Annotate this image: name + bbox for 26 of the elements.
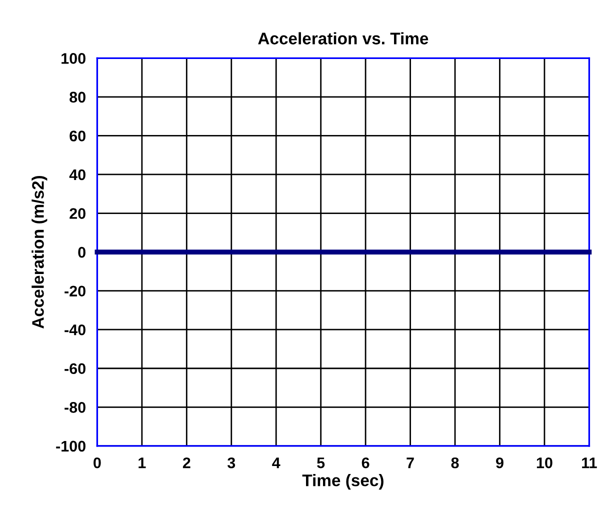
- x-tick-label: 6: [362, 457, 370, 468]
- x-tick-label: 3: [227, 457, 236, 468]
- x-tick-label: 11: [582, 458, 597, 468]
- y-tick-label: -40: [64, 324, 86, 336]
- y-tick-label: -100: [56, 440, 86, 452]
- y-tick-label: 20: [70, 208, 86, 219]
- y-tick-label: 0: [78, 246, 86, 258]
- x-tick-label: 4: [272, 458, 280, 468]
- y-tick-label: -60: [64, 363, 86, 374]
- y-tick-label: -80: [64, 402, 86, 413]
- y-tick-label: 60: [70, 130, 86, 142]
- x-tick-label: 9: [496, 457, 504, 468]
- x-tick-label: 8: [451, 457, 459, 468]
- y-tick-label: 40: [69, 169, 86, 180]
- x-axis-title: Time (sec): [302, 474, 384, 490]
- y-axis-title: Acceleration (m/s2): [32, 176, 48, 329]
- chart-title: Acceleration vs. Time: [258, 32, 428, 44]
- x-tick-label: 7: [406, 458, 414, 468]
- x-tick-label: 0: [94, 457, 101, 468]
- x-tick-label: 2: [182, 457, 190, 468]
- x-tick-label: 10: [536, 457, 552, 468]
- y-tick-label: 80: [70, 92, 86, 103]
- x-tick-label: 5: [317, 458, 325, 468]
- y-tick-label: -20: [64, 286, 86, 297]
- x-tick-label: 1: [138, 458, 146, 468]
- y-tick-label: 100: [62, 53, 86, 64]
